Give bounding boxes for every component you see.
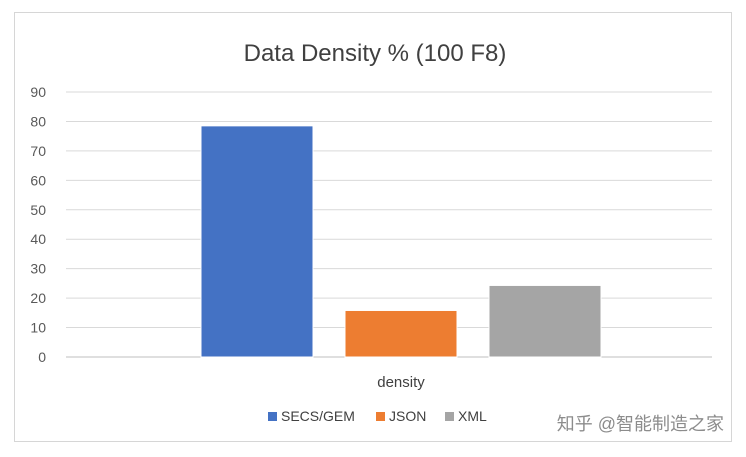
gridlines xyxy=(66,91,712,358)
y-tick-label: 70 xyxy=(30,143,46,159)
legend-label: JSON xyxy=(389,408,426,424)
bar-xml xyxy=(488,284,602,358)
watermark-text: 知乎 @智能制造之家 xyxy=(557,414,724,434)
legend: SECS/GEM JSON XML xyxy=(268,408,487,424)
y-tick-label: 20 xyxy=(30,290,46,306)
y-tick-label: 80 xyxy=(30,113,46,129)
legend-swatch xyxy=(445,412,454,421)
y-tick-label: 30 xyxy=(30,261,46,277)
bar-secs-gem xyxy=(200,125,314,358)
legend-swatch xyxy=(376,412,385,421)
x-category-label: density xyxy=(377,374,425,391)
bar-json xyxy=(344,309,458,358)
chart-frame xyxy=(14,12,732,442)
bars xyxy=(200,125,602,358)
y-tick-label: 60 xyxy=(30,172,46,188)
y-axis-ticks: 0 10 20 30 40 50 60 70 80 90 xyxy=(30,84,46,365)
legend-label: SECS/GEM xyxy=(281,408,355,424)
chart-title: Data Density % (100 F8) xyxy=(244,40,507,67)
y-tick-label: 50 xyxy=(30,202,46,218)
y-tick-label: 10 xyxy=(30,320,46,336)
legend-label: XML xyxy=(458,408,487,424)
y-tick-label: 40 xyxy=(30,231,46,247)
legend-swatch xyxy=(268,412,277,421)
y-tick-label: 0 xyxy=(38,349,46,365)
y-tick-label: 90 xyxy=(30,84,46,100)
x-axis-categories: density xyxy=(377,374,425,391)
